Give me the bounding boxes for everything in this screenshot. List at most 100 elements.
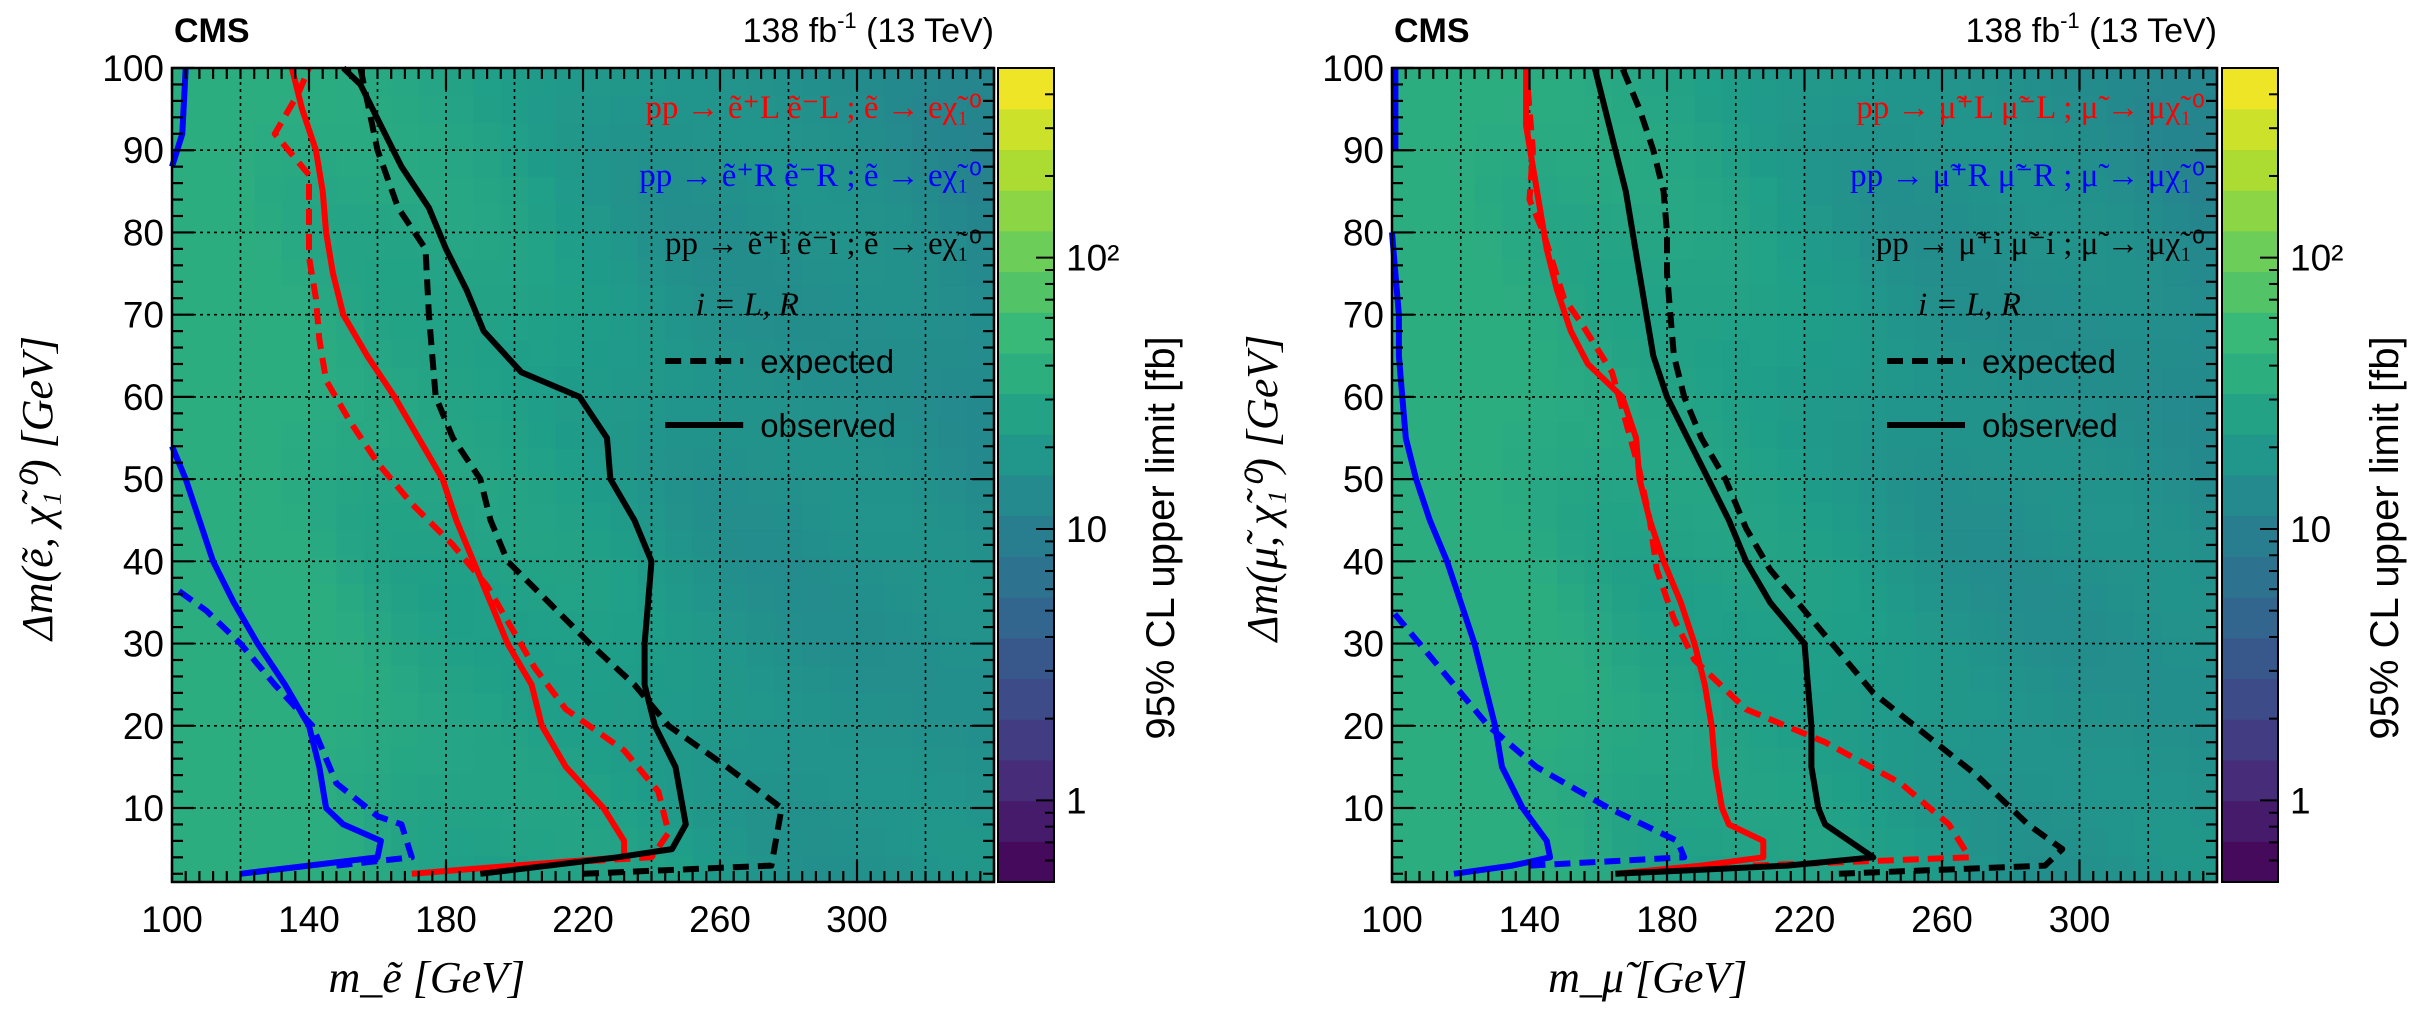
heatmap-cell bbox=[2052, 312, 2081, 341]
heatmap-cell bbox=[2079, 230, 2108, 259]
heatmap-cell bbox=[1557, 746, 1586, 775]
color-bar-tick-label: 1 bbox=[2290, 780, 2311, 821]
heatmap-cell bbox=[1887, 502, 1916, 531]
heatmap-cell bbox=[199, 664, 228, 693]
heatmap-cell bbox=[2162, 529, 2191, 558]
heatmap-cell bbox=[336, 664, 365, 693]
heatmap-cell bbox=[336, 149, 365, 178]
heatmap-cell bbox=[1419, 312, 1448, 341]
heatmap-cell bbox=[1474, 366, 1503, 395]
heatmap-cell bbox=[2162, 800, 2191, 829]
heatmap-cell bbox=[1942, 285, 1971, 313]
heatmap-cell bbox=[391, 664, 420, 693]
heatmap-cell bbox=[1419, 692, 1448, 720]
heatmap-cell bbox=[1969, 339, 1998, 368]
heatmap-cell bbox=[1942, 393, 1971, 422]
heatmap-cell bbox=[884, 230, 913, 259]
heatmap-cell bbox=[2024, 95, 2053, 124]
heatmap-cell bbox=[309, 827, 338, 856]
heatmap-cell bbox=[1557, 393, 1586, 422]
heatmap-cell bbox=[418, 610, 447, 639]
color-bar-tick-label: 10 bbox=[2290, 509, 2331, 550]
heatmap-cell bbox=[1804, 176, 1833, 205]
heatmap-cell bbox=[555, 420, 584, 449]
heatmap-cell bbox=[446, 719, 475, 748]
heatmap-cell bbox=[309, 312, 338, 341]
heatmap-cell bbox=[172, 393, 201, 422]
heatmap-cell bbox=[665, 95, 694, 124]
heatmap-cell bbox=[966, 583, 995, 612]
heatmap-cell bbox=[884, 637, 913, 666]
heatmap-cell bbox=[829, 529, 858, 558]
heatmap-cell bbox=[1969, 529, 1998, 558]
heatmap-cell bbox=[939, 746, 968, 775]
heatmap-cell bbox=[1694, 203, 1723, 232]
heatmap-cell bbox=[692, 393, 721, 422]
heatmap-cell bbox=[1942, 610, 1971, 639]
heatmap-cell bbox=[829, 285, 858, 313]
heatmap-cell bbox=[583, 746, 612, 775]
heatmap-cell bbox=[610, 773, 639, 802]
heatmap-cell bbox=[555, 312, 584, 341]
heatmap-cell bbox=[1832, 610, 1861, 639]
heatmap-cell bbox=[884, 746, 913, 775]
heatmap-cell bbox=[1804, 285, 1833, 313]
heatmap-cell bbox=[1969, 773, 1998, 802]
heatmap-cell bbox=[1502, 529, 1531, 558]
heatmap-cell bbox=[829, 203, 858, 232]
heatmap-cell bbox=[254, 366, 283, 395]
heatmap-cell bbox=[1914, 447, 1943, 476]
heatmap-cell bbox=[720, 393, 749, 422]
color-bar-band bbox=[998, 475, 1054, 517]
heatmap-cell bbox=[309, 230, 338, 259]
heatmap-cell bbox=[1529, 583, 1558, 612]
heatmap-cell bbox=[1419, 285, 1448, 313]
heatmap-cell bbox=[747, 203, 776, 232]
heatmap-cell bbox=[1502, 637, 1531, 666]
heatmap-cell bbox=[747, 285, 776, 313]
heatmap-cell bbox=[2079, 447, 2108, 476]
heatmap-cell bbox=[884, 827, 913, 856]
heatmap-cell bbox=[829, 827, 858, 856]
heatmap-cell bbox=[172, 692, 201, 720]
heatmap-cell bbox=[1392, 773, 1421, 802]
heatmap-cell bbox=[1887, 203, 1916, 232]
heatmap-cell bbox=[555, 257, 584, 286]
heatmap-cell bbox=[2162, 773, 2191, 802]
heatmap-cell bbox=[939, 257, 968, 286]
heatmap-cell bbox=[857, 637, 886, 666]
heatmap-cell bbox=[720, 312, 749, 341]
heatmap-cell bbox=[2052, 447, 2081, 476]
heatmap-cell bbox=[2107, 447, 2136, 476]
heatmap-cell bbox=[446, 800, 475, 829]
heatmap-cell bbox=[1914, 393, 1943, 422]
heatmap-cell bbox=[1777, 746, 1806, 775]
color-bar-band bbox=[998, 637, 1054, 680]
heatmap-cell bbox=[884, 176, 913, 205]
heatmap-cell bbox=[2052, 610, 2081, 639]
heatmap-cell bbox=[1969, 447, 1998, 476]
heatmap-cell bbox=[610, 366, 639, 395]
heatmap-cell bbox=[939, 610, 968, 639]
heatmap-cell bbox=[309, 529, 338, 558]
heatmap-cell bbox=[665, 122, 694, 151]
x-axis-title: m_μ̃ [GeV] bbox=[1548, 953, 1747, 1002]
heatmap-cell bbox=[528, 637, 557, 666]
heatmap-cell bbox=[1557, 583, 1586, 612]
heatmap-cell bbox=[1557, 447, 1586, 476]
heatmap-cell bbox=[172, 664, 201, 693]
heatmap-cell bbox=[583, 583, 612, 612]
heatmap-cell bbox=[2189, 692, 2218, 720]
heatmap-cell bbox=[391, 447, 420, 476]
heatmap-cell bbox=[1914, 122, 1943, 151]
heatmap-cell bbox=[747, 746, 776, 775]
heatmap-cell bbox=[418, 746, 447, 775]
heatmap-cell bbox=[473, 746, 502, 775]
heatmap-cell bbox=[665, 502, 694, 531]
heatmap-cell bbox=[747, 257, 776, 286]
heatmap-cell bbox=[1419, 122, 1448, 151]
heatmap-cell bbox=[1804, 257, 1833, 286]
heatmap-cell bbox=[391, 637, 420, 666]
heatmap-cell bbox=[1529, 746, 1558, 775]
series-l-observed bbox=[288, 67, 628, 877]
